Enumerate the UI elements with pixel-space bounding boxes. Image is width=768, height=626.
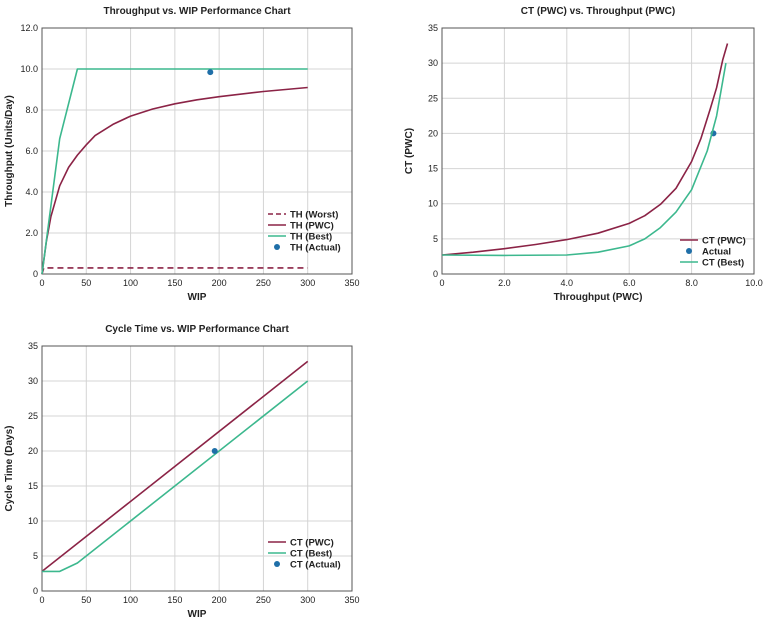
y-tick-label: 30: [28, 376, 38, 386]
y-tick-label: 10.0: [20, 64, 38, 74]
x-axis-label: Throughput (PWC): [554, 292, 643, 303]
x-tick-label: 300: [300, 278, 315, 288]
series-line: [41, 68, 308, 275]
x-tick-label: 250: [256, 278, 271, 288]
y-tick-label: 2.0: [25, 228, 38, 238]
legend-entry: Actual: [702, 247, 731, 258]
legend-entry: CT (PWC): [290, 538, 334, 549]
x-tick-label: 6.0: [623, 278, 636, 288]
x-tick-label: 100: [123, 595, 138, 605]
x-tick-label: 50: [81, 595, 91, 605]
series-line: [441, 43, 729, 256]
legend-entry: TH (Actual): [290, 243, 341, 254]
y-tick-label: 35: [428, 23, 438, 33]
y-tick-label: 5: [33, 551, 38, 561]
x-axis-label: WIP: [188, 609, 207, 620]
x-tick-label: 200: [212, 595, 227, 605]
y-axis-label: Cycle Time (Days): [4, 426, 15, 512]
x-tick-label: 0: [439, 278, 444, 288]
data-point: [211, 448, 218, 454]
x-tick-label: 300: [300, 595, 315, 605]
x-tick-label: 4.0: [561, 278, 574, 288]
legend-marker: [274, 244, 280, 250]
y-axis-label: CT (PWC): [404, 128, 415, 174]
y-tick-label: 30: [428, 58, 438, 68]
y-tick-label: 8.0: [25, 105, 38, 115]
legend-entry: CT (PWC): [702, 236, 746, 247]
series-line: [42, 380, 309, 573]
chart-ct-wip: 0 50 100 150 200 250 300 350 0 5 10 15 20 25 30 35 Cycle…: [4, 324, 360, 620]
x-tick-label: 100: [123, 278, 138, 288]
y-tick-label: 0: [33, 269, 38, 279]
x-tick-label: 0: [39, 595, 44, 605]
x-tick-label: 350: [344, 595, 359, 605]
chart-th-wip: 0 50 100 150 200 250 300 350 0 2.0 4.0 6.0 8.0 10.0 12…: [4, 6, 360, 303]
x-tick-label: 0: [39, 278, 44, 288]
legend-entry: CT (Actual): [290, 560, 341, 571]
y-tick-label: 15: [28, 481, 38, 491]
x-tick-label: 250: [256, 595, 271, 605]
x-tick-label: 8.0: [685, 278, 698, 288]
chart-ct-th: 0 2.0 4.0 6.0 8.0 10.0 0 5 10 15 20 25 30 35 CT (PWC) …: [404, 6, 763, 303]
chart-title: CT (PWC) vs. Throughput (PWC): [521, 6, 675, 17]
x-tick-label: 50: [81, 278, 91, 288]
legend-marker: [274, 561, 280, 567]
legend-entry: CT (Best): [290, 549, 332, 560]
y-tick-label: 5: [433, 234, 438, 244]
legend-marker: [686, 248, 692, 254]
x-tick-label: 150: [167, 278, 182, 288]
y-tick-label: 20: [428, 128, 438, 138]
y-tick-label: 20: [28, 446, 38, 456]
x-tick-label: 350: [344, 278, 359, 288]
y-axis-label: Throughput (Units/Day): [4, 95, 15, 207]
y-tick-label: 10: [28, 516, 38, 526]
legend-entry: TH (PWC): [290, 221, 334, 232]
x-tick-label: 150: [167, 595, 182, 605]
y-tick-label: 25: [28, 411, 38, 421]
y-tick-label: 6.0: [25, 146, 38, 156]
y-tick-label: 15: [428, 164, 438, 174]
x-tick-label: 2.0: [498, 278, 511, 288]
data-point: [207, 69, 214, 76]
x-axis-label: WIP: [188, 292, 207, 303]
plot-frame: [41, 27, 353, 275]
plot-frame: [41, 345, 353, 592]
series-line: [441, 62, 727, 257]
legend-entry: TH (Best): [290, 232, 332, 243]
x-tick-label: 200: [212, 278, 227, 288]
x-tick-label: 10.0: [745, 278, 763, 288]
y-tick-label: 0: [433, 269, 438, 279]
series-line: [41, 86, 308, 275]
legend-entry: CT (Best): [702, 258, 744, 269]
chart-title: Throughput vs. WIP Performance Chart: [103, 6, 291, 17]
y-tick-label: 35: [28, 341, 38, 351]
y-tick-label: 12.0: [20, 23, 38, 33]
y-tick-label: 10: [428, 199, 438, 209]
legend-entry: TH (Worst): [290, 210, 338, 221]
y-tick-label: 0: [33, 586, 38, 596]
plot-frame: [441, 27, 755, 275]
chart-title: Cycle Time vs. WIP Performance Chart: [105, 324, 289, 335]
series-line: [41, 360, 309, 573]
y-tick-label: 4.0: [25, 187, 38, 197]
y-tick-label: 25: [428, 93, 438, 103]
